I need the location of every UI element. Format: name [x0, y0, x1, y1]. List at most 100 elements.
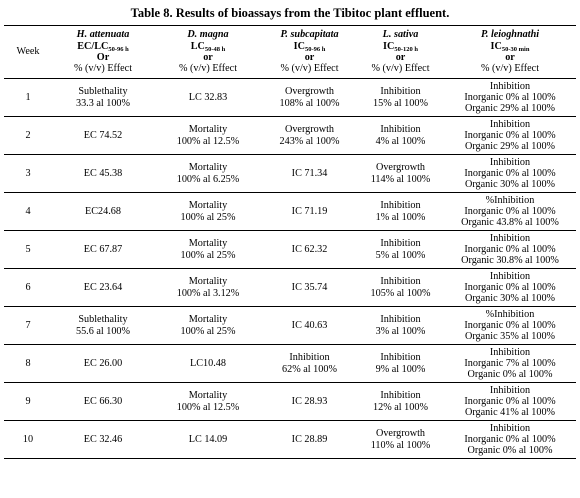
- result-cell-col-3: Overgrowth 108% al 100%: [262, 79, 357, 117]
- result-cell-col-3: IC 28.93: [262, 383, 357, 421]
- or-label: or: [505, 52, 515, 63]
- cell-line: IC 71.34: [291, 167, 328, 179]
- result-cell-col-4: Inhibition 105% al 100%: [357, 269, 444, 307]
- result-cell-col-1: EC 23.64: [52, 269, 154, 307]
- cell-line: 15% al 100%: [373, 97, 428, 109]
- cell-line: Inhibition: [489, 156, 531, 168]
- units-label: % (v/v) Effect: [371, 63, 430, 75]
- result-cell-col-5: Inhibition Inorganic 0% al 100% Organic 0%…: [444, 421, 576, 459]
- result-cell-col-3: IC 40.63: [262, 307, 357, 345]
- table-row: 4 EC24.68 Mortality 100% al 25% IC 71.19 Inhi…: [4, 193, 576, 231]
- cell-line: IC 28.89: [291, 433, 328, 445]
- cell-line: Mortality: [188, 238, 228, 250]
- table-header: Week H. attenuata EC/LC50-96 h Or % (v/v…: [4, 25, 576, 79]
- cell-line: LC 14.09: [188, 433, 228, 445]
- cell-line: Inhibition: [380, 276, 421, 288]
- cell-line: LC10.48: [190, 357, 226, 369]
- cell-line: 100% al 12.5%: [176, 135, 240, 147]
- table-row: 8 EC 26.00 LC10.48 Inhibition 62% al 100% Inh…: [4, 345, 576, 383]
- cell-line: Organic 30% al 100%: [464, 293, 556, 305]
- table-row: 10 EC 32.46 LC 14.09 IC 28.89 Overgrowth 110%…: [4, 421, 576, 459]
- cell-line: Organic 43.8% al 100%: [461, 217, 559, 229]
- cell-line: Inhibition: [489, 118, 531, 130]
- cell-line: Sublethality: [78, 86, 128, 98]
- result-cell-col-4: Inhibition 5% al 100%: [357, 231, 444, 269]
- table-title: Table 8. Results of bioassays from the T…: [130, 6, 450, 20]
- result-cell-col-5: %Inhibition Inorganic 0% al 100% Organic 3…: [444, 307, 576, 345]
- week-cell: 3: [25, 167, 31, 179]
- cell-line: Inorganic 0% al 100%: [464, 243, 556, 255]
- cell-line: EC24.68: [85, 205, 121, 217]
- cell-line: Inorganic 0% al 100%: [464, 205, 556, 217]
- result-cell-col-1: EC 74.52: [52, 117, 154, 155]
- header-col-5: P. leioghnathi IC50-30 min or % (v/v) Ef…: [444, 26, 576, 79]
- week-cell: 1: [25, 91, 31, 103]
- cell-line: EC 32.46: [83, 433, 123, 445]
- cell-line: Inorganic 0% al 100%: [464, 281, 556, 293]
- result-cell-col-1: EC 45.38: [52, 155, 154, 193]
- cell-line: Inhibition: [489, 270, 531, 282]
- cell-line: 100% al 12.5%: [176, 401, 240, 413]
- cell-line: Inorganic 7% al 100%: [464, 357, 556, 369]
- cell-line: EC 66.30: [83, 395, 123, 407]
- cell-line: Inhibition: [380, 238, 421, 250]
- header-week: Week: [16, 46, 40, 58]
- cell-line: 9% al 100%: [375, 363, 426, 375]
- result-cell-col-3: IC 28.89: [262, 421, 357, 459]
- bioassay-results-table: Week H. attenuata EC/LC50-96 h Or % (v/v…: [4, 25, 576, 459]
- result-cell-col-5: Inhibition Inorganic 0% al 100% Organic 30…: [444, 269, 576, 307]
- species-name: L. sativa: [382, 29, 419, 41]
- cell-line: Inorganic 0% al 100%: [464, 395, 556, 407]
- cell-line: Inhibition: [489, 422, 531, 434]
- result-cell-col-4: Inhibition 3% al 100%: [357, 307, 444, 345]
- metric-label: LC50-48 h: [190, 40, 226, 53]
- cell-line: 110% al 100%: [370, 439, 431, 451]
- or-label: or: [304, 52, 315, 63]
- units-label: % (v/v) Effect: [178, 63, 238, 75]
- cell-line: EC 67.87: [83, 243, 123, 255]
- cell-line: Inhibition: [380, 124, 421, 136]
- units-label: % (v/v) Effect: [73, 63, 133, 75]
- cell-line: 243% al 100%: [279, 135, 340, 147]
- cell-line: EC 74.52: [83, 129, 123, 141]
- or-label: or: [203, 52, 213, 63]
- result-cell-col-3: Inhibition 62% al 100%: [262, 345, 357, 383]
- table-row: 7 Sublethality 55.6 al 100% Mortality 100% a…: [4, 307, 576, 345]
- cell-line: Organic 41% al 100%: [464, 407, 556, 419]
- result-cell-col-1: EC 32.46: [52, 421, 154, 459]
- cell-line: Organic 30.8% al 100%: [461, 255, 559, 267]
- result-cell-col-4: Inhibition 4% al 100%: [357, 117, 444, 155]
- cell-line: IC 62.32: [291, 243, 328, 255]
- cell-line: 105% al 100%: [370, 287, 431, 299]
- table-body: 1 Sublethality 33.3 al 100% LC 32.83 Overgro…: [4, 79, 576, 459]
- cell-line: 12% al 100%: [373, 401, 428, 413]
- cell-line: Organic 35% al 100%: [464, 331, 556, 343]
- cell-line: 100% al 25%: [180, 325, 236, 337]
- week-cell: 5: [25, 243, 31, 255]
- cell-line: 3% al 100%: [375, 325, 426, 337]
- header-col-4: L. sativa IC50-120 h or % (v/v) Effect: [357, 26, 444, 79]
- result-cell-col-2: Mortality 100% al 12.5%: [154, 383, 262, 421]
- header-row: Week H. attenuata EC/LC50-96 h Or % (v/v…: [4, 25, 576, 79]
- cell-line: 114% al 100%: [370, 173, 431, 185]
- cell-line: Organic 29% al 100%: [464, 103, 556, 115]
- cell-line: Inhibition: [380, 352, 421, 364]
- cell-line: 55.6 al 100%: [75, 325, 131, 337]
- table-row: 1 Sublethality 33.3 al 100% LC 32.83 Overgro…: [4, 79, 576, 117]
- result-cell-col-4: Overgrowth 114% al 100%: [357, 155, 444, 193]
- result-cell-col-2: LC 14.09: [154, 421, 262, 459]
- cell-line: EC 26.00: [83, 357, 123, 369]
- metric-label: IC50-96 h: [293, 40, 326, 53]
- cell-line: Organic 0% al 100%: [467, 445, 553, 457]
- cell-line: Mortality: [188, 200, 228, 212]
- result-cell-col-2: LC10.48: [154, 345, 262, 383]
- result-cell-col-3: Overgrowth 243% al 100%: [262, 117, 357, 155]
- result-cell-col-3: IC 62.32: [262, 231, 357, 269]
- result-cell-col-4: Inhibition 12% al 100%: [357, 383, 444, 421]
- week-cell: 6: [25, 281, 31, 293]
- cell-line: Inhibition: [489, 346, 531, 358]
- cell-line: 33.3 al 100%: [75, 97, 131, 109]
- or-label: Or: [96, 52, 110, 63]
- result-cell-col-3: IC 35.74: [262, 269, 357, 307]
- table-row: 2 EC 74.52 Mortality 100% al 12.5% Overgrowt…: [4, 117, 576, 155]
